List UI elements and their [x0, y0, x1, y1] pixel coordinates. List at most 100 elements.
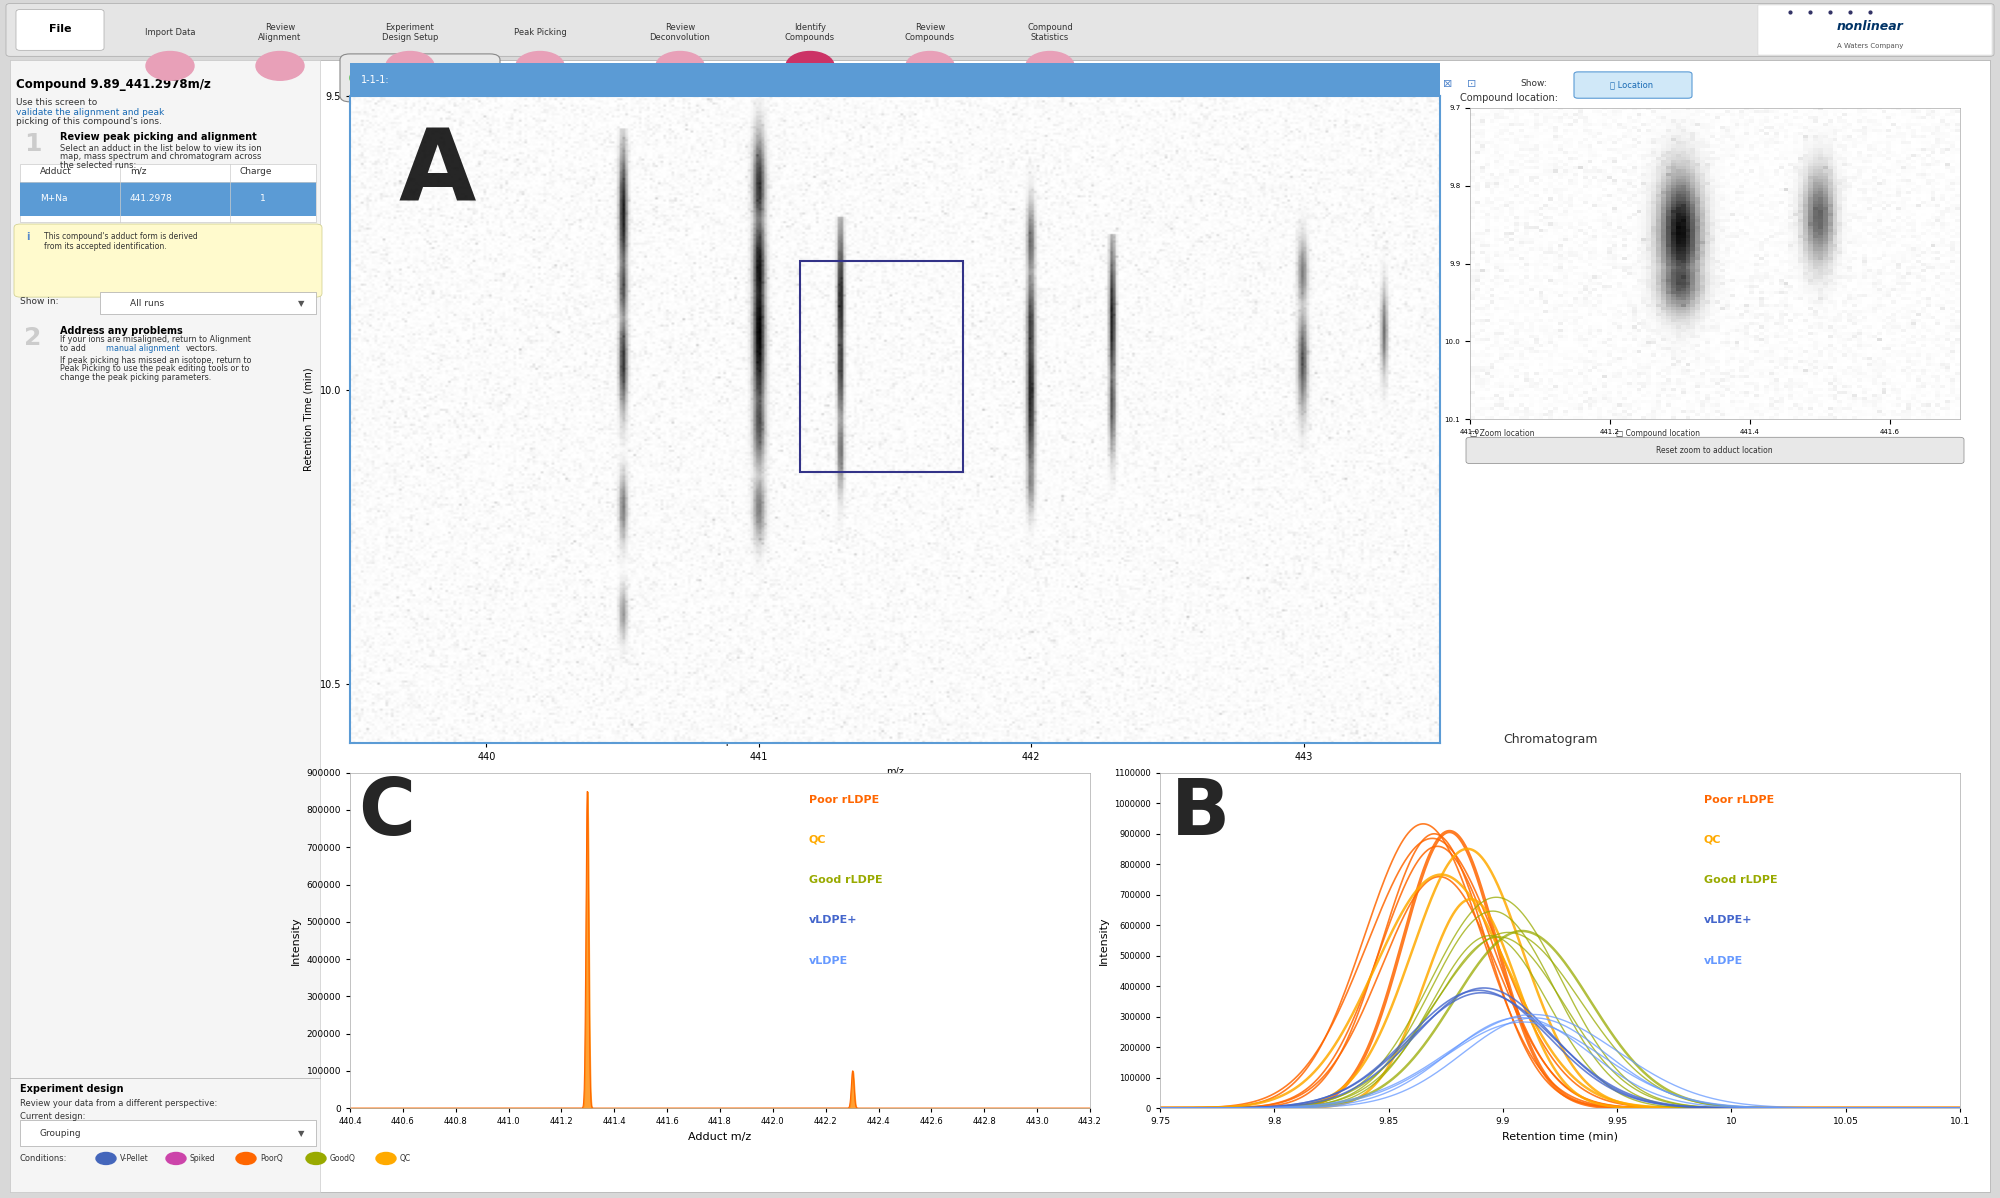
Text: nonlinear: nonlinear: [1836, 20, 1904, 32]
Text: Review
Compounds: Review Compounds: [904, 23, 956, 42]
Text: vLDPE: vLDPE: [808, 956, 848, 966]
Circle shape: [1026, 52, 1074, 80]
Text: Current design:: Current design:: [20, 1112, 86, 1121]
Text: Compound location:: Compound location:: [1460, 93, 1558, 103]
Text: vLDPE+: vLDPE+: [1704, 915, 1752, 925]
Text: □ Compound location: □ Compound location: [1616, 429, 1700, 438]
Text: Adduct: Adduct: [40, 167, 72, 176]
Text: ⊟: ⊟: [1394, 714, 1402, 724]
Text: Grouping: Grouping: [40, 1129, 82, 1138]
Text: Poor rLDPE: Poor rLDPE: [808, 794, 880, 805]
Text: Review your data from a different perspective:: Review your data from a different perspe…: [20, 1099, 218, 1108]
Text: Review
Alignment: Review Alignment: [258, 23, 302, 42]
Text: Identify
Compounds: Identify Compounds: [784, 23, 836, 42]
Text: If your ions are misaligned, return to Alignment: If your ions are misaligned, return to A…: [60, 335, 250, 345]
Text: ⊞: ⊞: [1396, 79, 1404, 89]
Text: Address any problems: Address any problems: [60, 326, 182, 335]
Text: GoodQ: GoodQ: [330, 1154, 356, 1163]
Text: ⊡: ⊡: [1468, 79, 1476, 89]
X-axis label: Retention time (min): Retention time (min): [1502, 1132, 1618, 1142]
Text: V-Pellet: V-Pellet: [120, 1154, 148, 1163]
Text: change the peak picking parameters.: change the peak picking parameters.: [60, 373, 212, 382]
Text: Review peak picking and alignment: Review peak picking and alignment: [60, 132, 256, 141]
Text: ▼: ▼: [298, 298, 304, 308]
Text: All runs: All runs: [130, 298, 164, 308]
Circle shape: [96, 1152, 116, 1164]
Y-axis label: Retention Time (min): Retention Time (min): [304, 368, 314, 471]
Text: Good rLDPE: Good rLDPE: [1704, 875, 1778, 885]
Text: the selected runs:: the selected runs:: [60, 161, 136, 170]
FancyBboxPatch shape: [6, 4, 1994, 56]
Y-axis label: Intensity: Intensity: [1098, 916, 1108, 964]
Text: 🔍: 🔍: [1372, 714, 1376, 724]
Text: Experiment
Design Setup: Experiment Design Setup: [382, 23, 438, 42]
Text: ▼: ▼: [298, 1129, 304, 1138]
Text: vLDPE+: vLDPE+: [808, 915, 858, 925]
Text: Peak Picking: Peak Picking: [514, 28, 566, 37]
Text: 1: 1: [260, 194, 266, 204]
Text: □ Zoom location: □ Zoom location: [1470, 429, 1534, 438]
Text: File: File: [48, 24, 72, 34]
Text: ⊞: ⊞: [1418, 714, 1426, 724]
Bar: [10, 60, 320, 1192]
Text: manual alignment: manual alignment: [106, 344, 180, 353]
Bar: [20, 1120, 316, 1146]
Circle shape: [906, 52, 954, 80]
Text: vectors.: vectors.: [186, 344, 218, 353]
Text: Conditions:: Conditions:: [20, 1154, 68, 1163]
Text: Select an adduct in the list below to view its ion: Select an adduct in the list below to vi…: [60, 144, 262, 153]
Text: A Waters Company: A Waters Company: [1836, 42, 1904, 49]
Circle shape: [376, 1152, 396, 1164]
Text: Zoom:: Zoom:: [1336, 714, 1364, 724]
Text: 1-1-1:: 1-1-1:: [360, 74, 390, 85]
Text: ◄: ◄: [366, 73, 374, 83]
FancyBboxPatch shape: [16, 10, 104, 50]
Circle shape: [256, 52, 304, 80]
Circle shape: [166, 1152, 186, 1164]
Text: i: i: [26, 232, 30, 242]
Bar: [800, 260, 964, 472]
FancyBboxPatch shape: [14, 224, 322, 297]
Circle shape: [146, 52, 194, 80]
Text: QC: QC: [400, 1154, 412, 1163]
Text: Use this screen to: Use this screen to: [16, 98, 98, 108]
Text: Chromatogram: Chromatogram: [1502, 733, 1598, 745]
Text: from its accepted identification.: from its accepted identification.: [44, 242, 166, 252]
Text: Experiment design: Experiment design: [20, 1084, 124, 1094]
Bar: [350, 63, 1440, 96]
Text: Compound
Statistics: Compound Statistics: [1028, 23, 1072, 42]
Text: Review
Deconvolution: Review Deconvolution: [650, 23, 710, 42]
Circle shape: [306, 1152, 326, 1164]
Text: Show in:: Show in:: [20, 297, 58, 307]
Text: picking of this compound's ions.: picking of this compound's ions.: [16, 117, 162, 127]
Text: Spiked: Spiked: [190, 1154, 216, 1163]
Text: If peak picking has missed an isotope, return to: If peak picking has missed an isotope, r…: [60, 356, 252, 365]
Circle shape: [656, 52, 704, 80]
Text: 441.2978: 441.2978: [130, 194, 172, 204]
Text: Done: Done: [416, 72, 452, 84]
Text: C: C: [358, 775, 416, 851]
Text: Charge: Charge: [240, 167, 272, 176]
Text: to add: to add: [60, 344, 86, 353]
X-axis label: Adduct m/z: Adduct m/z: [688, 1132, 752, 1142]
Text: map, mass spectrum and chromatogram across: map, mass spectrum and chromatogram acro…: [60, 152, 262, 162]
Circle shape: [350, 66, 390, 90]
Y-axis label: Intensity: Intensity: [290, 916, 300, 964]
Text: M+Na: M+Na: [40, 194, 68, 204]
FancyBboxPatch shape: [340, 54, 500, 102]
Text: Import Data: Import Data: [144, 28, 196, 37]
FancyBboxPatch shape: [1574, 72, 1692, 98]
Text: Show:: Show:: [1520, 79, 1546, 89]
Bar: [20, 182, 316, 216]
Text: PoorQ: PoorQ: [260, 1154, 282, 1163]
Text: Good rLDPE: Good rLDPE: [808, 875, 882, 885]
Text: Poor rLDPE: Poor rLDPE: [1704, 794, 1774, 805]
Bar: [20, 164, 316, 222]
Text: Reset zoom to adduct location: Reset zoom to adduct location: [1656, 446, 1772, 455]
Text: Peak Picking to use the peak editing tools or to: Peak Picking to use the peak editing too…: [60, 364, 250, 374]
Circle shape: [786, 52, 834, 80]
X-axis label: m/z: m/z: [886, 768, 904, 778]
Text: A: A: [398, 125, 476, 222]
FancyBboxPatch shape: [1466, 437, 1964, 464]
Text: m/z: m/z: [130, 167, 146, 176]
